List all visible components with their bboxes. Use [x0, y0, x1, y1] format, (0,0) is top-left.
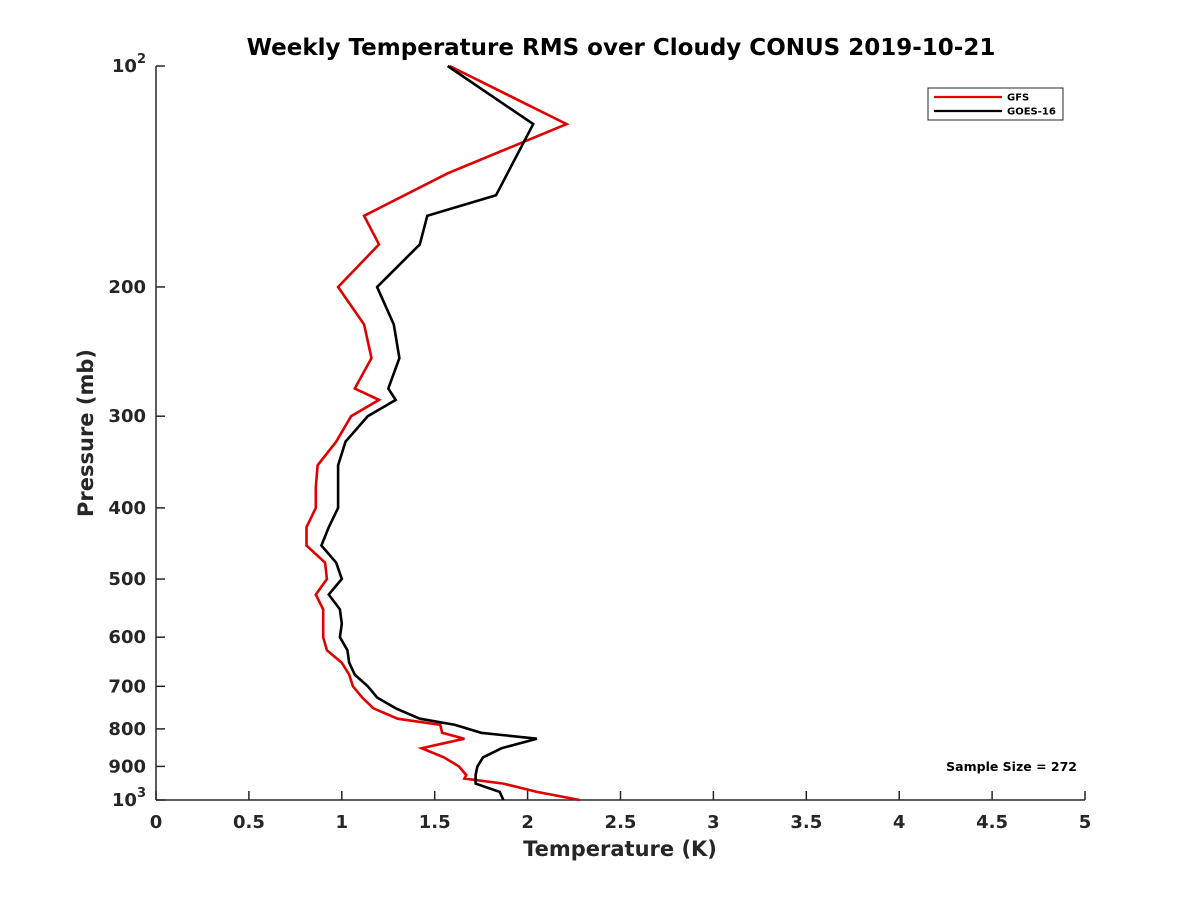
x-tick-label: 0	[150, 812, 163, 833]
x-tick-label: 2	[521, 812, 534, 833]
legend-label-goes-16: GOES-16	[1007, 107, 1056, 118]
sample-size-annotation: Sample Size = 272	[946, 759, 1077, 774]
x-tick-label: 1.5	[419, 812, 451, 833]
y-tick-label: 900	[108, 756, 146, 777]
x-tick-label: 2.5	[605, 812, 637, 833]
x-tick-label: 4	[893, 812, 906, 833]
y-axis-label: Pressure (mb)	[74, 349, 98, 517]
x-tick-label: 4.5	[976, 812, 1008, 833]
y-tick-label: 600	[108, 627, 146, 648]
series-group	[305, 64, 580, 802]
y-axis-ticks: 102 200 300 400 500 600 700 800 900 103	[108, 52, 165, 811]
y-tick-label: 700	[108, 676, 146, 697]
x-tick-label: 3.5	[790, 812, 822, 833]
series-line-goes-16	[319, 64, 538, 801]
y-tick-label: 102	[112, 52, 146, 77]
x-tick-label: 3	[707, 812, 720, 833]
y-tick-label: 800	[108, 719, 146, 740]
y-tick-label: 500	[108, 569, 146, 590]
x-tick-label: 5	[1079, 812, 1092, 833]
legend-box	[927, 87, 1064, 121]
legend: GFS GOES-16	[927, 87, 1064, 121]
chart-title: Weekly Temperature RMS over Cloudy CONUS…	[247, 35, 996, 61]
x-axis-ticks: 0 0.5 1 1.5 2 2.5 3 3.5 4 4.5 5	[150, 791, 1092, 833]
x-tick-label: 1	[336, 812, 349, 833]
y-tick-label: 103	[112, 786, 146, 811]
y-tick-label: 400	[108, 498, 146, 519]
axes-background	[156, 66, 1085, 800]
y-tick-label: 300	[108, 406, 146, 427]
x-axis-label: Temperature (K)	[523, 837, 717, 861]
y-tick-label: 200	[108, 277, 146, 298]
plot-area	[155, 64, 1085, 802]
series-line-gfs	[305, 64, 580, 802]
legend-label-gfs: GFS	[1007, 93, 1029, 104]
x-tick-label: 0.5	[233, 812, 265, 833]
